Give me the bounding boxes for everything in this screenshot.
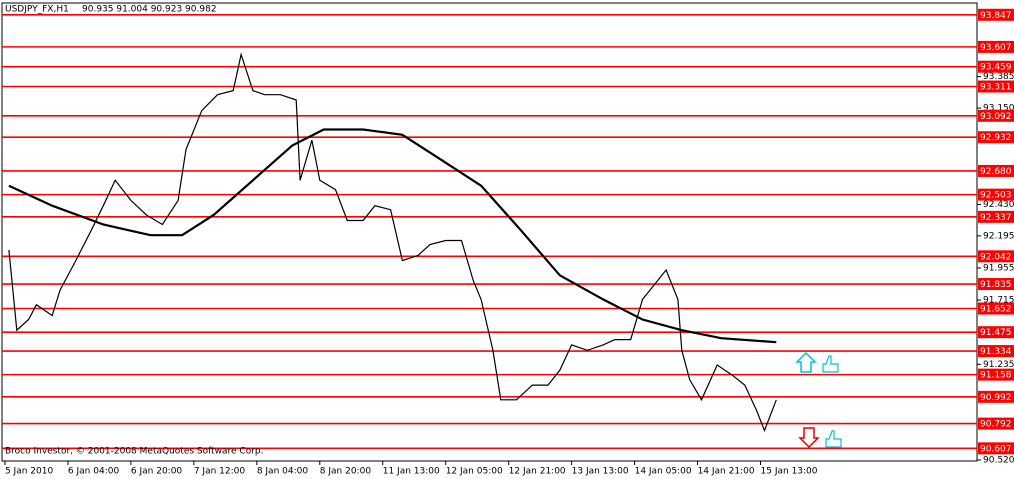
level-label-box [978,302,1014,315]
level-label: 93.311 [980,82,1012,92]
level-label-box [978,164,1014,177]
x-tick-label: 5 Jan 2010 [5,467,53,477]
y-tick-label: 91.715 [983,296,1014,306]
y-tick-label: 93.150 [983,104,1014,114]
level-label-box [978,345,1014,358]
thumb-icon [825,430,842,448]
level-label: 91.158 [980,371,1012,381]
level-label-box [978,278,1014,291]
level-label-box [978,250,1014,263]
x-tick-label: 8 Jan 20:00 [320,467,372,477]
copyright: Broco Investor, © 2001-2008 MetaQuotes S… [5,447,264,457]
ohlc-values: 90.935 91.004 90.923 90.982 [82,5,217,15]
level-label: 91.475 [980,328,1012,338]
level-label-box [978,417,1014,430]
level-label-box [978,210,1014,223]
level-label-box [978,188,1014,201]
level-label: 92.337 [980,213,1012,223]
level-label-box [978,80,1014,93]
level-label: 93.459 [980,63,1012,73]
x-tick-label: 8 Jan 04:00 [257,467,309,477]
level-label: 93.847 [980,11,1012,21]
thumb-icon [822,355,839,373]
x-tick-label: 12 Jan 21:00 [509,467,566,477]
level-label-box [978,109,1014,122]
down-arrow [798,427,820,449]
up-arrow [795,351,817,373]
level-label-box [978,390,1014,403]
chart-title: USDJPY_FX,H1 [5,5,69,15]
level-label-box [978,40,1014,53]
level-label: 92.042 [980,252,1012,262]
level-label: 91.334 [980,347,1012,357]
x-tick-label: 6 Jan 20:00 [131,467,183,477]
y-tick-label: 92.195 [983,231,1014,241]
plot-frame [1,2,978,462]
x-tick-label: 12 Jan 05:00 [446,467,503,477]
y-tick-label: 91.235 [983,360,1014,370]
x-tick-label: 14 Jan 05:00 [635,467,692,477]
y-tick-label: 90.520 [983,456,1014,466]
level-label-box [978,131,1014,144]
moving-average [8,128,777,344]
y-tick-label: 93.385 [983,72,1014,82]
x-tick-label: 11 Jan 13:00 [383,467,440,477]
level-label: 93.607 [980,43,1012,53]
level-label-box [978,368,1014,381]
x-tick-label: 14 Jan 21:00 [698,467,755,477]
y-tick-label: 92.430 [983,200,1014,210]
signal-icons [795,351,842,449]
y-tick-label: 91.955 [983,263,1014,273]
level-label-box [978,8,1014,21]
level-label: 90.792 [980,420,1012,430]
x-tick-label: 13 Jan 13:00 [572,467,629,477]
level-label: 90.992 [980,393,1012,403]
level-label: 92.680 [980,167,1012,177]
level-label: 92.503 [980,191,1012,201]
level-label-box [978,442,1014,455]
price-line [8,52,777,433]
plot [2,13,977,450]
level-label: 92.932 [980,133,1012,143]
level-label: 93.092 [980,112,1012,122]
level-label-box [978,326,1014,339]
level-label: 91.652 [980,305,1012,315]
x-tick-label: 6 Jan 04:00 [68,467,120,477]
level-label-box [978,60,1014,73]
level-label: 91.835 [980,280,1012,290]
x-tick-label: 15 Jan 13:00 [761,467,818,477]
x-tick-label: 7 Jan 12:00 [194,467,246,477]
level-label: 90.607 [980,444,1012,454]
